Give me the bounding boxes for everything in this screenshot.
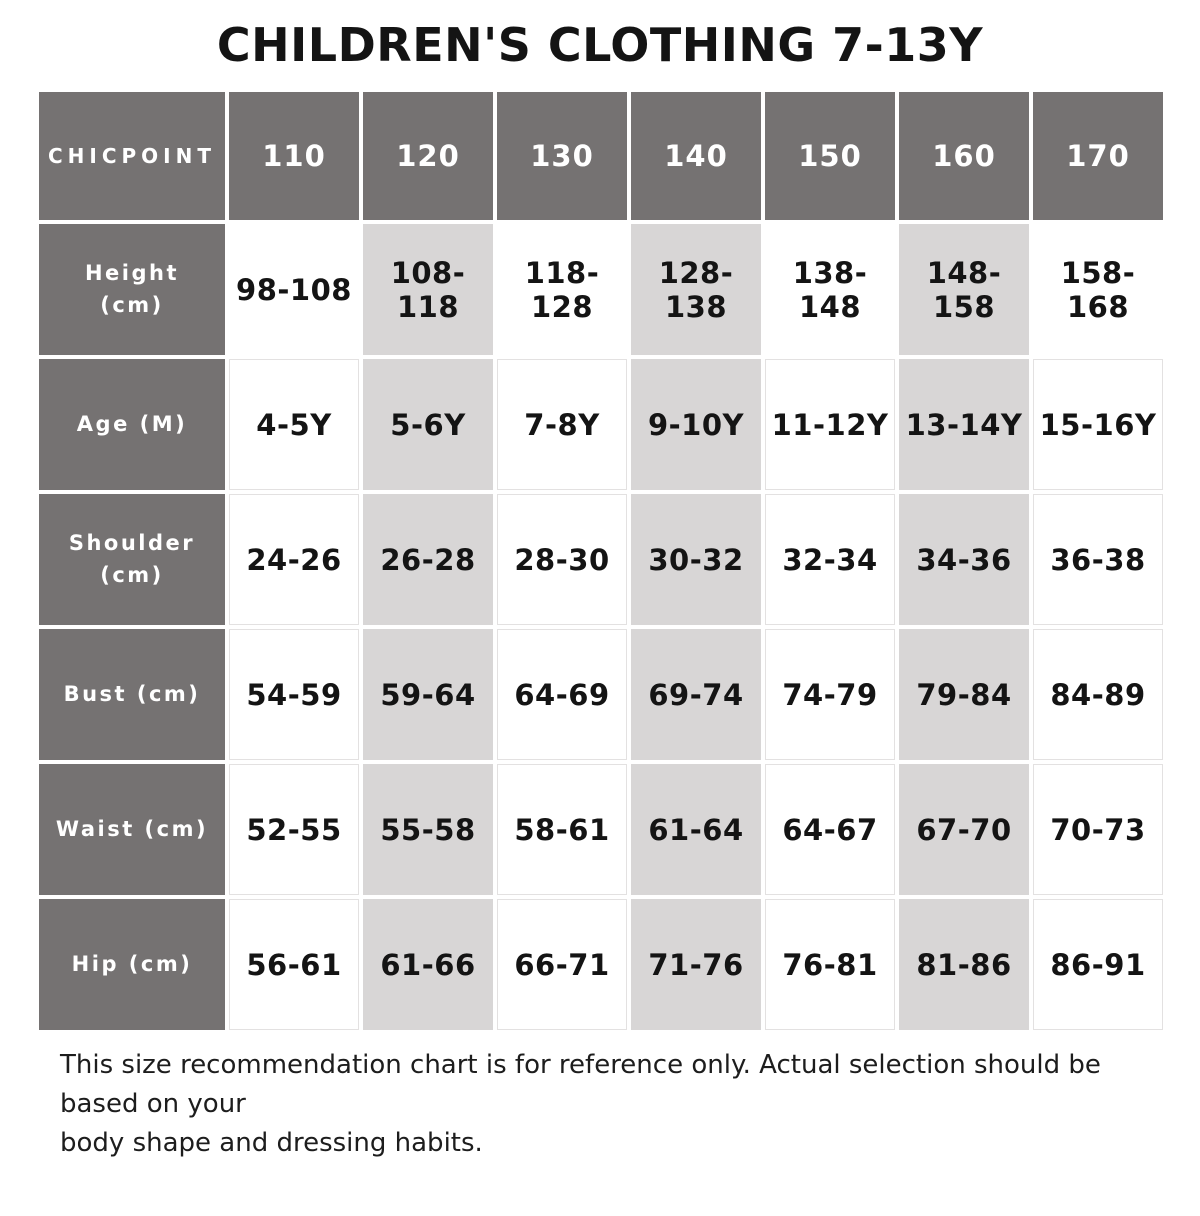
cell-bust-150: 74-79 [765,629,895,760]
cell-shoulder-130: 28-30 [497,494,627,625]
cell-shoulder-110: 24-26 [229,494,359,625]
cell-waist-130: 58-61 [497,764,627,895]
cell-waist-150: 64-67 [765,764,895,895]
col-header-160: 160 [899,92,1029,220]
cell-age-150: 11-12Y [765,359,895,490]
cell-age-120: 5-6Y [363,359,493,490]
page-title: CHILDREN'S CLOTHING 7-13Y [216,18,984,72]
cell-age-140: 9-10Y [631,359,761,490]
cell-height-140: 128-138 [631,224,761,355]
cell-hip-130: 66-71 [497,899,627,1030]
cell-hip-110: 56-61 [229,899,359,1030]
size-chart-table: CHICPOINT 110 120 130 140 150 160 170 He… [39,92,1163,1030]
cell-bust-110: 54-59 [229,629,359,760]
row-label-shoulder: Shoulder (cm) [39,494,225,625]
cell-bust-140: 69-74 [631,629,761,760]
cell-waist-120: 55-58 [363,764,493,895]
cell-waist-140: 61-64 [631,764,761,895]
col-header-140: 140 [631,92,761,220]
cell-hip-140: 71-76 [631,899,761,1030]
cell-height-160: 148-158 [899,224,1029,355]
cell-shoulder-140: 30-32 [631,494,761,625]
cell-waist-170: 70-73 [1033,764,1163,895]
row-label-waist: Waist (cm) [39,764,225,895]
cell-waist-160: 67-70 [899,764,1029,895]
cell-age-160: 13-14Y [899,359,1029,490]
cell-height-110: 98-108 [229,224,359,355]
disclaimer-line-2: body shape and dressing habits. [60,1128,483,1158]
col-header-170: 170 [1033,92,1163,220]
cell-hip-170: 86-91 [1033,899,1163,1030]
row-label-age: Age (M) [39,359,225,490]
brand-header-cell: CHICPOINT [39,92,225,220]
cell-hip-150: 76-81 [765,899,895,1030]
col-header-150: 150 [765,92,895,220]
col-header-110: 110 [229,92,359,220]
cell-height-120: 108-118 [363,224,493,355]
cell-bust-160: 79-84 [899,629,1029,760]
cell-hip-120: 61-66 [363,899,493,1030]
cell-age-170: 15-16Y [1033,359,1163,490]
cell-height-170: 158-168 [1033,224,1163,355]
col-header-120: 120 [363,92,493,220]
cell-bust-130: 64-69 [497,629,627,760]
cell-shoulder-150: 32-34 [765,494,895,625]
cell-height-130: 118-128 [497,224,627,355]
col-header-130: 130 [497,92,627,220]
cell-height-150: 138-148 [765,224,895,355]
cell-age-130: 7-8Y [497,359,627,490]
cell-shoulder-170: 36-38 [1033,494,1163,625]
cell-bust-170: 84-89 [1033,629,1163,760]
cell-age-110: 4-5Y [229,359,359,490]
cell-bust-120: 59-64 [363,629,493,760]
cell-waist-110: 52-55 [229,764,359,895]
cell-shoulder-160: 34-36 [899,494,1029,625]
cell-hip-160: 81-86 [899,899,1029,1030]
row-label-bust: Bust (cm) [39,629,225,760]
row-label-height: Height (cm) [39,224,225,355]
disclaimer-line-1: This size recommendation chart is for re… [60,1050,1101,1119]
disclaimer-note: This size recommendation chart is for re… [60,1046,1160,1163]
row-label-hip: Hip (cm) [39,899,225,1030]
cell-shoulder-120: 26-28 [363,494,493,625]
